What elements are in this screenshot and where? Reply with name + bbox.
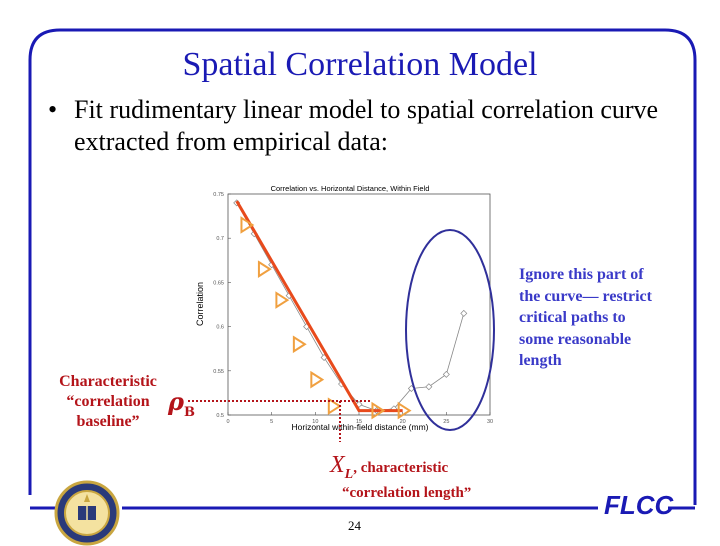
y-tick-label: 0.55 <box>213 369 224 375</box>
bullet-text: Fit rudimentary linear model to spatial … <box>74 95 659 156</box>
fit-marker <box>327 397 342 415</box>
y-tick-label: 0.6 <box>216 325 224 331</box>
x-tick-label: 5 <box>270 419 273 425</box>
rho-letter: ρ <box>168 387 184 416</box>
fit-line <box>235 200 403 413</box>
x-tick-label: 0 <box>226 419 229 425</box>
x-tick-label: 15 <box>356 419 362 425</box>
page-number: 24 <box>348 518 361 533</box>
series-point <box>425 383 433 391</box>
y-tick-label: 0.5 <box>216 413 224 419</box>
rho-subscript: B <box>183 404 195 420</box>
xl-symbol: XL <box>330 452 353 482</box>
flcc-logo: FLCC <box>604 490 674 520</box>
fit-marker <box>257 260 272 278</box>
baseline-annotation: Characteristic “correlation baseline” <box>48 372 168 432</box>
x-tick-label: 25 <box>443 419 449 425</box>
ignore-note: Ignore this part of the curve— restrict … <box>519 264 699 372</box>
x-axis-label: Horizontal within-field distance (mm) <box>292 422 429 432</box>
y-tick-label: 0.7 <box>216 236 224 242</box>
baseline-line: baseline” <box>76 413 140 430</box>
university-seal-logo <box>54 480 120 546</box>
ignore-note-line: the curve— restrict <box>519 287 652 305</box>
y-ticks: 0.5 0.55 0.6 0.65 0.7 0.75 <box>213 192 231 419</box>
baseline-line: “correlation <box>66 393 150 410</box>
fit-marker <box>275 291 290 309</box>
xl-letter: X <box>330 452 345 478</box>
x-tick-label: 10 <box>312 419 318 425</box>
series-point <box>460 309 468 317</box>
x-ticks: 0 5 10 15 20 25 30 <box>226 412 493 425</box>
chart-title: Correlation vs. Horizontal Distance, Wit… <box>271 184 430 193</box>
ignore-note-line: length <box>519 352 562 369</box>
xl-subscript: L <box>344 466 354 482</box>
fit-marker <box>310 370 325 389</box>
correlation-chart: Correlation vs. Horizontal Distance, Wit… <box>188 184 495 442</box>
y-tick-label: 0.65 <box>213 280 224 286</box>
series-point <box>442 370 450 378</box>
fit-marker <box>371 401 386 420</box>
slide-title: Spatial Correlation Model <box>182 46 538 83</box>
ignore-note-line: Ignore this part of <box>519 266 644 283</box>
x-tick-label: 30 <box>487 419 493 425</box>
plot-area <box>227 193 491 416</box>
rho-b-symbol: ρB <box>168 387 195 420</box>
linear-fit <box>235 200 412 420</box>
ignore-note-line: critical paths to <box>519 309 626 326</box>
fit-marker <box>240 216 255 234</box>
fit-marker <box>292 335 307 354</box>
x-tick-label: 20 <box>400 419 406 425</box>
baseline-line: Characteristic <box>59 373 157 390</box>
ignore-region-ellipse <box>405 229 495 431</box>
y-tick-label: 0.75 <box>213 192 224 198</box>
xl-text: , characteristic <box>353 460 449 476</box>
bullet-dot: • <box>48 95 58 124</box>
y-axis-label: Correlation <box>195 282 205 326</box>
xl-annotation: XL, characteristic “correlation length” <box>330 452 471 502</box>
xl-text-2: “correlation length” <box>342 484 472 501</box>
ignore-note-line: some reasonable <box>519 330 632 348</box>
fit-marker <box>397 401 412 420</box>
